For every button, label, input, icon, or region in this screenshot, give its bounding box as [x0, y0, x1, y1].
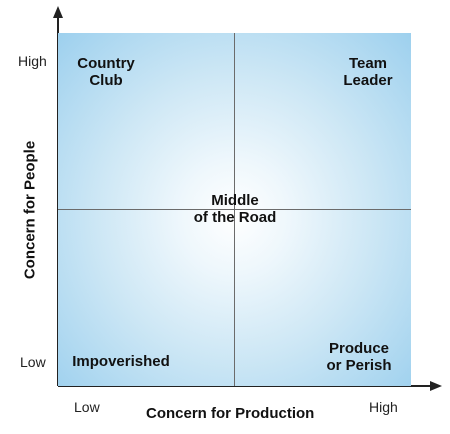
quadrant-team-leader: Team Leader [343, 55, 393, 89]
x-axis-title: Concern for Production [146, 405, 315, 422]
grid-area: Country Club Team Leader Middle of the R… [58, 33, 411, 386]
x-axis-arrow-icon [430, 381, 442, 391]
x-axis-low-label: Low [74, 399, 100, 415]
quadrant-impoverished: Impoverished [72, 353, 170, 370]
y-axis-high-label: High [18, 53, 47, 69]
y-axis-arrow-icon [53, 6, 63, 18]
x-axis-high-label: High [369, 399, 398, 415]
quadrant-middle-of-the-road: Middle of the Road [193, 192, 277, 226]
quadrant-country-club: Country Club [77, 55, 135, 89]
y-axis-title: Concern for People [21, 140, 39, 280]
y-axis-low-label: Low [20, 354, 46, 370]
horizontal-divider [58, 209, 411, 210]
quadrant-produce-or-perish: Produce or Perish [326, 340, 392, 374]
